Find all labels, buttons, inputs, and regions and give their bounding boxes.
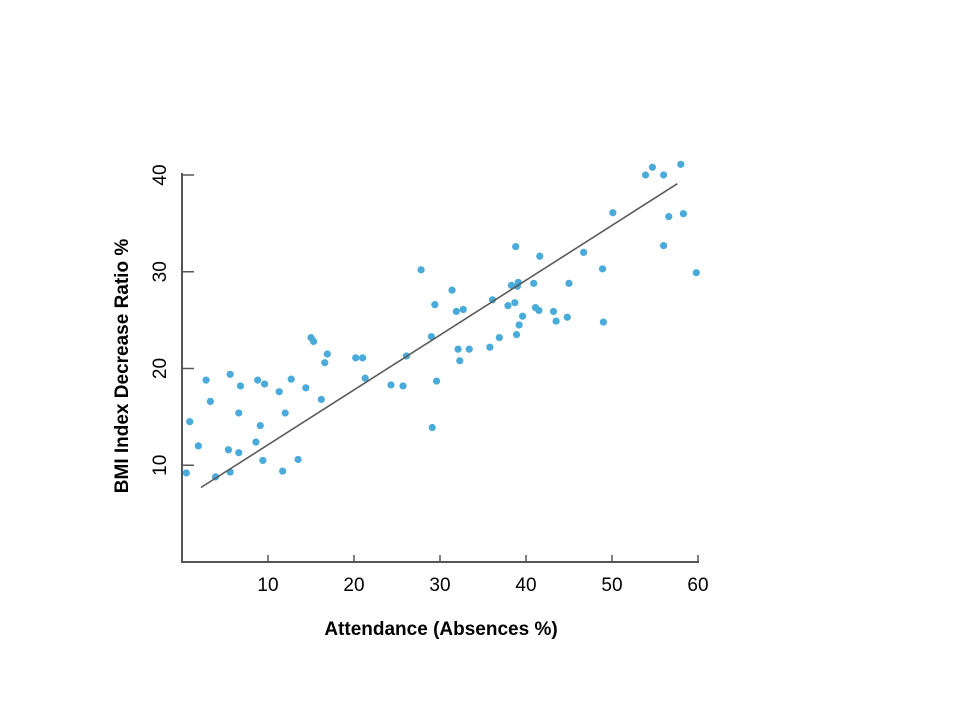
data-point [486, 343, 494, 351]
data-point [302, 384, 310, 392]
data-point [279, 467, 287, 475]
data-point [452, 307, 460, 316]
trend-line [200, 183, 678, 489]
y-axis-ticks: 10 20 30 40 [150, 164, 194, 476]
data-point [275, 388, 283, 396]
data-point [252, 438, 260, 446]
y-tick-label: 20 [150, 358, 171, 379]
data-point [428, 423, 436, 432]
data-point [359, 354, 367, 362]
data-point [202, 376, 210, 384]
data-point [256, 421, 264, 430]
data-point [660, 171, 668, 179]
data-point [235, 409, 243, 417]
data-point [456, 357, 464, 365]
data-point [504, 302, 512, 310]
data-point [387, 381, 395, 389]
data-point [294, 455, 302, 464]
y-tick-label: 30 [150, 261, 171, 282]
data-point [535, 306, 543, 315]
data-point [317, 395, 325, 404]
data-point [235, 449, 243, 457]
data-point [321, 359, 329, 367]
data-point [563, 313, 571, 321]
data-point [281, 409, 289, 417]
data-point [259, 456, 267, 465]
data-point [536, 252, 544, 260]
data-point [432, 377, 441, 385]
data-point [665, 213, 673, 221]
x-tick-label: 60 [687, 575, 708, 596]
data-point [224, 446, 233, 454]
data-point [598, 265, 607, 273]
x-tick-label: 50 [601, 575, 622, 596]
data-point [260, 380, 269, 388]
data-point [495, 333, 503, 342]
data-point [512, 331, 521, 339]
data-point [254, 376, 262, 384]
data-point [361, 374, 369, 382]
data-point [641, 171, 650, 179]
data-point [352, 354, 360, 362]
data-point [236, 382, 245, 390]
data-point [323, 350, 331, 358]
data-point [427, 332, 435, 341]
data-point [518, 312, 527, 320]
x-axis-title: Attendance (Absences %) [324, 619, 557, 640]
data-point [459, 305, 467, 314]
data-point [599, 318, 608, 326]
data-point [226, 370, 234, 378]
data-point [507, 281, 515, 289]
data-point [431, 301, 439, 309]
data-point [488, 296, 497, 304]
data-point [552, 317, 560, 325]
x-tick-label: 10 [257, 575, 278, 596]
x-tick-label: 20 [343, 575, 364, 596]
data-point [448, 286, 456, 294]
axes [181, 173, 699, 563]
data-point [417, 266, 425, 274]
x-axis-ticks: 10 20 30 40 50 60 [257, 555, 709, 596]
data-point [182, 469, 190, 477]
data-point [454, 345, 462, 353]
data-points [182, 160, 700, 481]
data-point [511, 299, 519, 307]
y-axis-title: BMI Index Decrease Ratio % [112, 239, 133, 494]
data-point [677, 160, 685, 168]
data-point [186, 418, 194, 426]
data-point [660, 242, 668, 250]
data-point [194, 442, 202, 450]
data-point [609, 209, 617, 217]
data-point [465, 345, 473, 353]
x-tick-label: 30 [429, 575, 450, 596]
data-point [549, 307, 558, 316]
data-point [580, 248, 588, 256]
data-point [515, 321, 523, 329]
y-tick-label: 10 [150, 455, 171, 476]
data-point [530, 279, 538, 287]
data-point [512, 242, 520, 251]
data-point [692, 269, 700, 277]
y-tick-label: 40 [150, 164, 171, 185]
data-point [309, 337, 318, 346]
data-point [565, 279, 573, 287]
data-point [206, 397, 214, 405]
data-point [399, 382, 407, 390]
x-tick-label: 40 [515, 575, 536, 596]
data-point [648, 163, 657, 171]
data-point [287, 375, 295, 383]
data-point [679, 210, 687, 218]
